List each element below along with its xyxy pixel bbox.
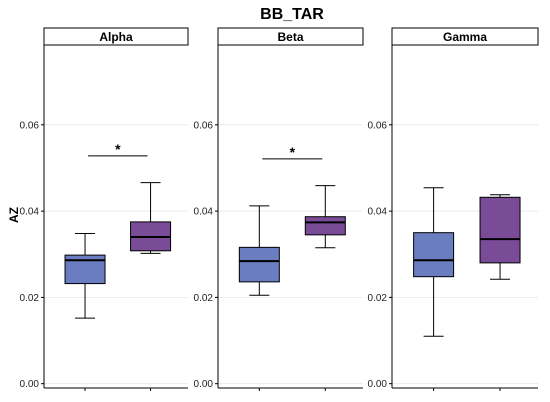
- y-tick-label: 0.04: [194, 207, 214, 218]
- y-tick-label: 0.06: [20, 120, 40, 131]
- significance-marker: *: [290, 144, 296, 160]
- significance-marker: *: [115, 141, 121, 157]
- facet-strip-label: Gamma: [443, 30, 487, 44]
- box-1: [64, 233, 106, 391]
- y-tick-label: 0.04: [368, 207, 388, 218]
- box-2: [304, 185, 346, 391]
- box-iqr: [413, 232, 455, 278]
- box-iqr: [479, 196, 521, 264]
- box-iqr: [304, 216, 346, 236]
- y-tick-label: 0.02: [194, 293, 214, 304]
- y-tick-label: 0.06: [368, 120, 388, 131]
- facet-strip: [43, 27, 189, 46]
- facet-strip-label: Beta: [277, 30, 303, 44]
- y-axis-label: AZ: [7, 207, 21, 223]
- box-iqr: [238, 246, 280, 283]
- box-2: [479, 194, 521, 391]
- facet-panel-gamma: Gamma 0.00 0.02 0.04 0.06: [368, 27, 539, 391]
- y-tick-label: 0.06: [194, 120, 214, 131]
- facet-strip: [391, 27, 539, 46]
- box-2: [130, 182, 172, 391]
- facet-panel-beta: Beta 0.00 0.02 0.04 0.06 *: [194, 27, 364, 391]
- facet-panel-alpha: Alpha 0.00 0.02 0.04 0.06 *: [20, 27, 189, 391]
- facet-panels: Alpha 0.00 0.02 0.04 0.06 * Beta 0.00 0.02 0.04 0.…: [20, 27, 539, 391]
- facet-strip: [217, 27, 364, 46]
- y-tick-label: 0.02: [20, 293, 40, 304]
- y-tick-label: 0.00: [20, 379, 40, 390]
- y-tick-label: 0.00: [194, 379, 214, 390]
- y-tick-label: 0.00: [368, 379, 388, 390]
- facet-strip-label: Alpha: [99, 30, 133, 44]
- chart-title: BB_TAR: [260, 6, 324, 23]
- y-tick-label: 0.02: [368, 293, 388, 304]
- box-1: [238, 205, 280, 391]
- box-1: [413, 187, 455, 391]
- y-tick-label: 0.04: [20, 207, 40, 218]
